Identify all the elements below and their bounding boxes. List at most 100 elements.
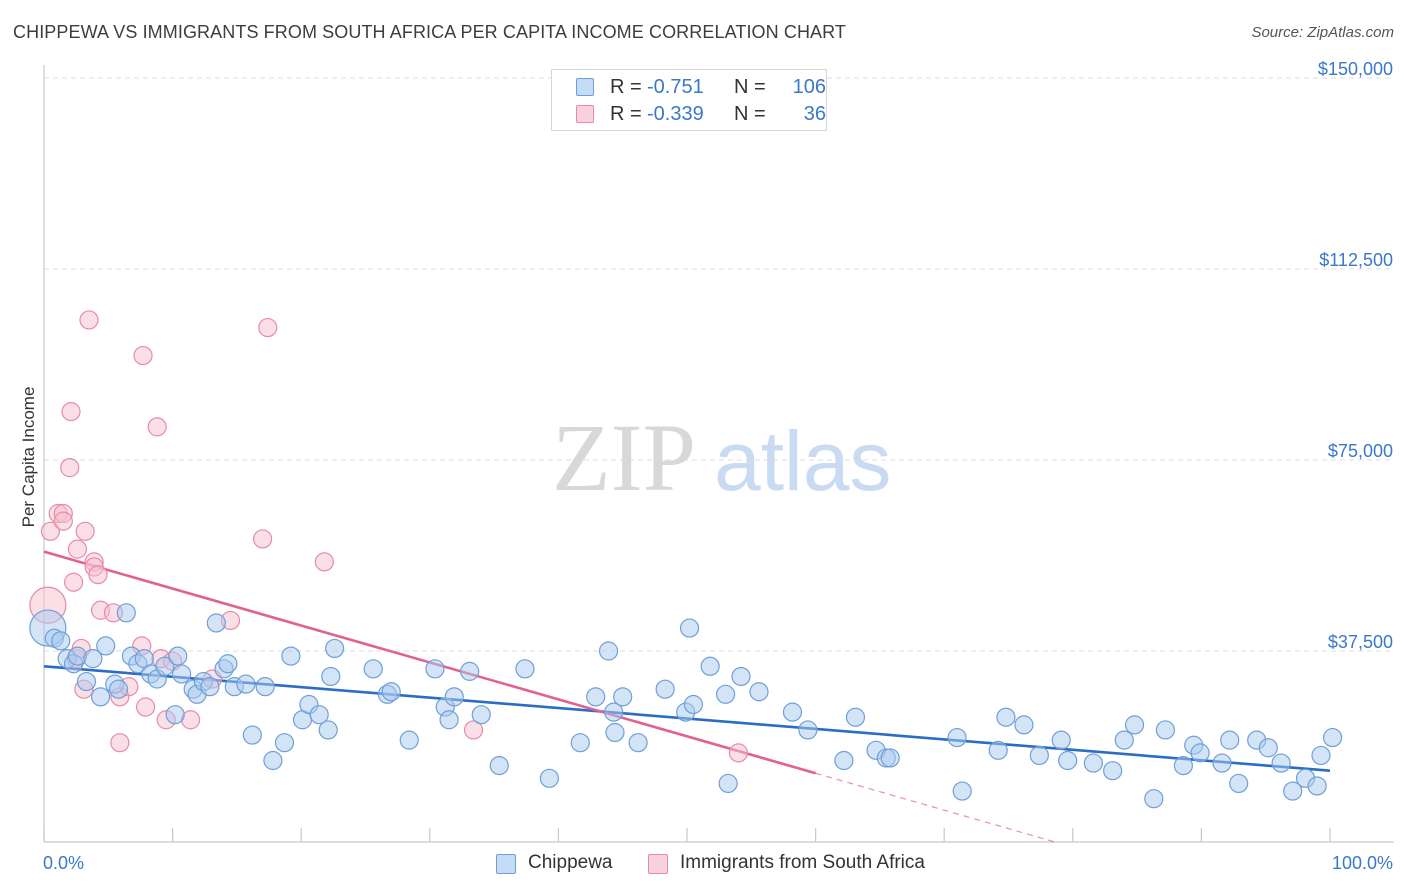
data-point-immigrants [147,417,167,437]
y-tick-label: $75,000 [1328,441,1393,461]
data-point-chippewa [263,750,283,771]
watermark-atlas: atlas [714,414,891,508]
trend-extension-immigrants [815,772,1056,843]
data-point-chippewa [471,705,491,725]
data-point-chippewa [76,671,97,692]
data-point-chippewa [425,659,445,679]
data-point-chippewa [281,646,301,666]
data-point-chippewa [1083,753,1103,773]
data-point-chippewa [700,656,720,676]
data-point-chippewa [1220,730,1240,750]
chart-title: CHIPPEWA VS IMMIGRANTS FROM SOUTH AFRICA… [13,22,847,42]
data-point-chippewa [1124,715,1145,735]
data-point-chippewa [318,720,338,740]
y-tick-label: $37,500 [1328,632,1393,652]
data-point-immigrants [463,720,484,740]
data-point-chippewa [1258,738,1278,758]
data-point-chippewa [489,755,509,776]
legend-swatch-chippewa [576,78,594,96]
data-point-chippewa [655,679,675,699]
data-point-chippewa [1103,761,1123,781]
data-point-chippewa [539,768,559,788]
data-point-chippewa [749,682,769,702]
data-point-chippewa [51,631,71,651]
data-point-chippewa [798,720,818,740]
data-point-chippewa [444,687,464,707]
legend-r-value: -0.339 [647,103,704,125]
series-chippewa-points [29,603,1343,809]
data-point-chippewa [168,646,188,666]
data-point-chippewa [274,733,295,753]
grid-lines [44,77,1394,652]
data-point-chippewa [206,613,226,633]
data-point-chippewa [399,730,419,750]
data-point-chippewa [165,705,185,725]
data-point-chippewa [598,641,619,661]
data-point-chippewa [1322,727,1343,748]
data-point-chippewa [1307,776,1327,796]
data-point-chippewa [325,638,345,659]
data-point-chippewa [1173,755,1193,776]
watermark-zip: ZIP [552,404,696,511]
data-point-chippewa [1229,773,1249,794]
y-tick-label: $112,500 [1319,250,1393,270]
data-point-immigrants [40,521,61,541]
data-point-chippewa [460,661,480,681]
data-point-chippewa [96,636,116,656]
data-point-immigrants [110,733,130,753]
legend-n-value: 106 [792,76,826,98]
data-point-chippewa [255,677,275,697]
trend-lines [43,550,1331,843]
bottom-legend-swatch-chippewa [496,854,516,874]
y-axis-label: Per Capita Income [19,387,38,528]
data-point-chippewa [718,773,738,794]
data-point-chippewa [613,687,633,707]
data-point-immigrants [53,511,73,531]
legend-n-label: N = [734,103,766,125]
data-point-chippewa [683,694,704,715]
legend-r-label: R = [610,76,642,98]
bottom-legend-label-immigrants: Immigrants from South Africa [680,852,925,873]
data-point-chippewa [996,707,1016,727]
data-point-chippewa [1014,715,1034,735]
data-point-immigrants [79,310,99,330]
tick-labels: $37,500 $75,000 $112,500 $150,000 0.0% 100.0% [43,59,1393,873]
data-point-immigrants [63,572,84,592]
data-point-chippewa [1311,745,1331,766]
legend-n-value: 36 [803,103,826,125]
data-point-chippewa [628,733,648,753]
data-point-chippewa [1114,730,1134,750]
data-point-chippewa [236,674,256,694]
data-point-chippewa [715,684,736,704]
data-point-immigrants [133,345,153,366]
data-point-chippewa [845,707,866,727]
data-point-chippewa [321,666,341,687]
x-tick-label: 0.0% [43,853,84,873]
data-point-immigrants [88,564,108,585]
bottom-legend-label-chippewa: Chippewa [528,852,613,873]
data-point-chippewa [90,687,111,707]
data-point-immigrants [61,402,81,422]
legend-box: R = -0.751 N = 106 R = -0.339 N = 36 [551,69,827,131]
data-point-immigrants [258,317,278,338]
y-tick-label: $150,000 [1318,59,1393,79]
data-point-chippewa [200,677,220,697]
legend-r-label: R = [610,103,642,125]
legend-n-label: N = [734,76,766,98]
data-point-chippewa [108,679,129,699]
data-point-chippewa [1058,750,1078,771]
data-point-immigrants [728,743,749,763]
legend-r-value: -0.751 [647,76,704,98]
data-point-chippewa [570,733,590,753]
data-point-chippewa [952,781,972,801]
data-point-immigrants [67,539,88,559]
data-point-chippewa [83,649,103,669]
data-point-chippewa [1283,781,1303,801]
data-point-chippewa [218,654,238,674]
data-point-chippewa [1051,730,1071,750]
data-point-chippewa [116,603,136,623]
data-point-chippewa [1155,720,1175,740]
data-point-chippewa [988,740,1008,760]
data-point-chippewa [1212,753,1232,773]
